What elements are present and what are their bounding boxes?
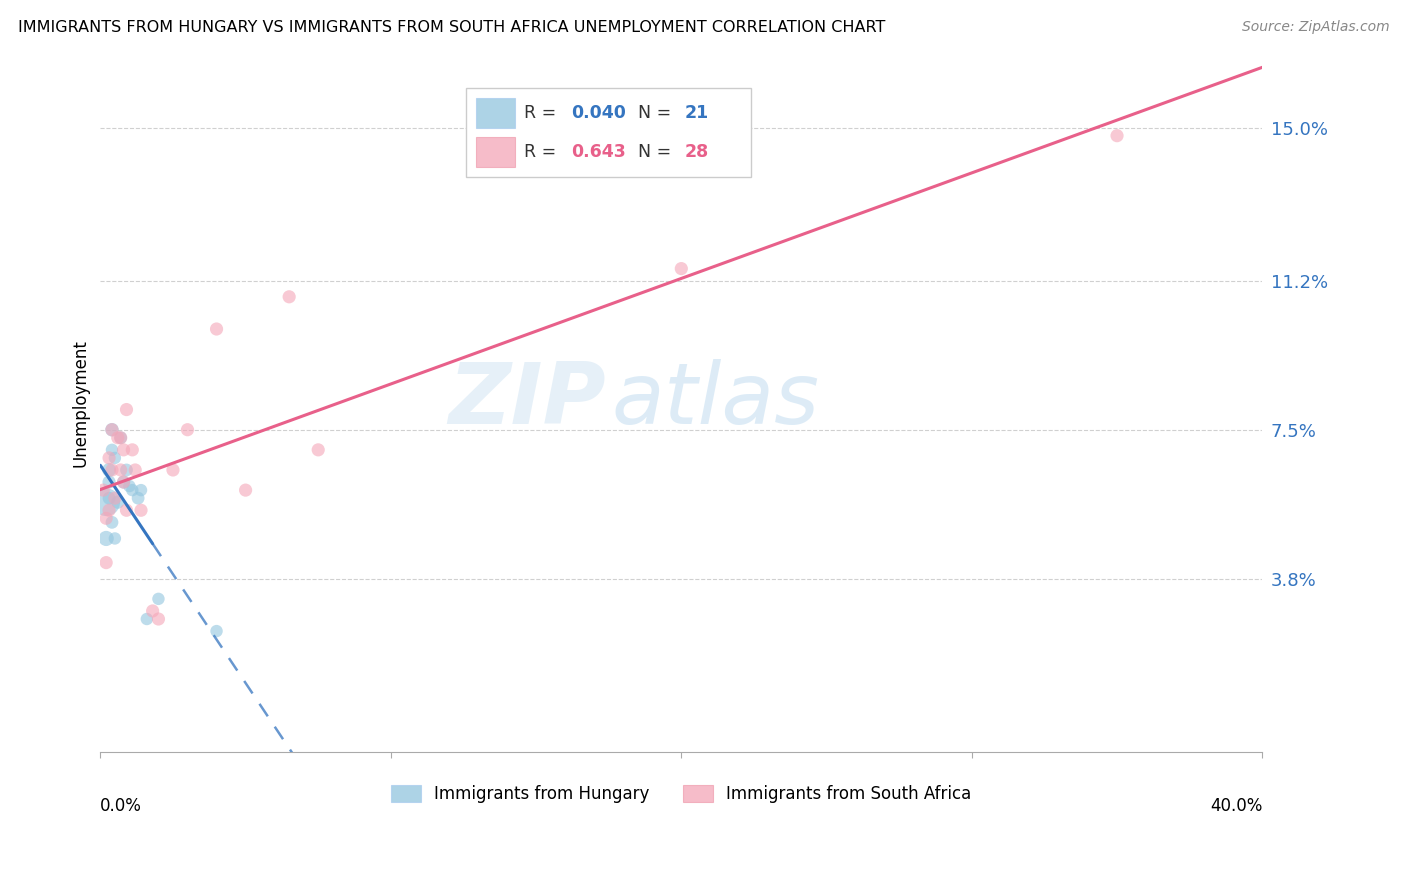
FancyBboxPatch shape (475, 97, 515, 128)
Point (107, 495, 129, 509)
Text: 21: 21 (685, 103, 709, 122)
Text: N =: N = (638, 143, 678, 161)
Text: ZIP: ZIP (449, 359, 606, 442)
Point (98, 463, 121, 477)
Point (107, 431, 129, 445)
Legend: Immigrants from Hungary, Immigrants from South Africa: Immigrants from Hungary, Immigrants from… (384, 779, 979, 810)
Point (112, 475, 135, 489)
Point (278, 290, 301, 304)
Point (148, 612, 170, 626)
Point (112, 442, 135, 457)
Point (235, 483, 257, 497)
Point (91, 483, 114, 497)
Text: R =: R = (524, 103, 562, 122)
Point (127, 491, 149, 505)
Point (129, 483, 152, 497)
Point (176, 423, 198, 437)
Point (96, 495, 118, 509)
Point (115, 463, 138, 477)
Point (124, 463, 146, 477)
Text: Source: ZipAtlas.com: Source: ZipAtlas.com (1241, 20, 1389, 34)
Point (101, 423, 124, 437)
Point (671, 261, 693, 276)
Point (104, 450, 127, 465)
Point (98, 503, 121, 517)
Point (135, 612, 157, 626)
Point (112, 475, 135, 489)
Text: 0.0%: 0.0% (100, 797, 142, 815)
Point (98, 450, 121, 465)
Text: 28: 28 (685, 143, 709, 161)
Point (110, 463, 132, 477)
Point (162, 463, 184, 477)
Point (115, 402, 138, 417)
Point (118, 479, 141, 493)
Text: 0.643: 0.643 (571, 143, 626, 161)
Point (110, 431, 132, 445)
Point (101, 442, 124, 457)
Point (1105, 128, 1128, 143)
Point (205, 624, 228, 638)
Point (115, 503, 138, 517)
Text: IMMIGRANTS FROM HUNGARY VS IMMIGRANTS FROM SOUTH AFRICA UNEMPLOYMENT CORRELATION: IMMIGRANTS FROM HUNGARY VS IMMIGRANTS FR… (18, 20, 886, 35)
Point (205, 322, 228, 336)
Point (98, 475, 121, 489)
Point (121, 483, 143, 497)
Point (104, 532, 127, 546)
Point (101, 516, 124, 530)
FancyBboxPatch shape (475, 136, 515, 168)
Point (101, 463, 124, 477)
Point (96, 532, 118, 546)
Text: atlas: atlas (612, 359, 820, 442)
Point (121, 442, 143, 457)
Point (98, 491, 121, 505)
Text: 0.040: 0.040 (571, 103, 626, 122)
FancyBboxPatch shape (467, 88, 751, 178)
Y-axis label: Unemployment: Unemployment (72, 340, 89, 467)
Point (307, 442, 329, 457)
Point (96, 556, 118, 570)
Point (104, 491, 127, 505)
Text: N =: N = (638, 103, 678, 122)
Point (148, 591, 170, 606)
Text: 40.0%: 40.0% (1211, 797, 1263, 815)
Point (101, 423, 124, 437)
Point (110, 431, 132, 445)
Text: R =: R = (524, 143, 562, 161)
Point (129, 503, 152, 517)
Point (142, 604, 165, 618)
Point (96, 511, 118, 525)
